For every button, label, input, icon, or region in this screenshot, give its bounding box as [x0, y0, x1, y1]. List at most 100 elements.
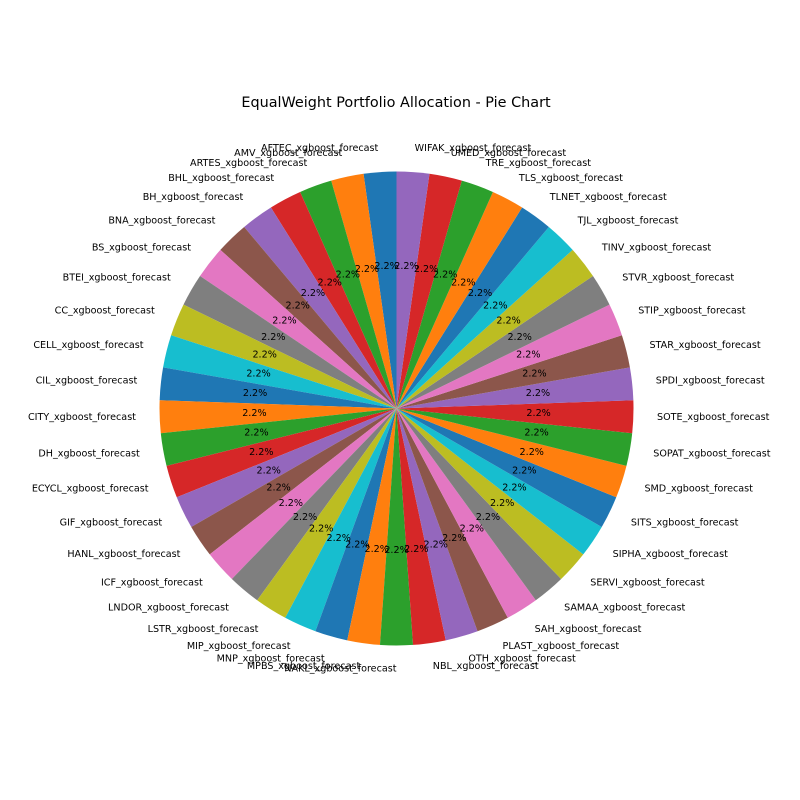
pie-slice-spdi: [396, 367, 634, 409]
pie-slice-star: [396, 335, 630, 409]
pct-label: 2.2%: [384, 545, 408, 556]
pct-label: 2.2%: [318, 277, 342, 288]
pie-slice-artes: [300, 180, 397, 409]
slice-label: LNDOR_xgboost_forecast: [108, 603, 229, 614]
slice-labels: AFTEC_xgboost_forecastAMV_xgboost_foreca…: [28, 143, 771, 675]
pct-label: 2.2%: [483, 301, 507, 312]
slice-label: SMD_xgboost_forecast: [644, 484, 753, 495]
pct-label: 2.2%: [460, 524, 484, 535]
pct-label: 2.2%: [244, 428, 268, 439]
pct-label: 2.2%: [257, 465, 281, 476]
slice-label: SERVI_xgboost_forecast: [590, 577, 705, 588]
pct-label: 2.2%: [507, 332, 531, 343]
pie-slice-cc: [171, 304, 397, 409]
pie-slice-cell: [163, 335, 397, 409]
slice-label: ARTES_xgboost_forecast: [190, 158, 308, 169]
pie-slice-btei: [183, 275, 397, 409]
slice-label: TLNET_xgboost_forecast: [549, 192, 667, 203]
slice-label: BS_xgboost_forecast: [92, 242, 191, 253]
pct-label: 2.2%: [242, 408, 266, 419]
pct-label: 2.2%: [326, 533, 350, 544]
pct-label: 2.2%: [468, 288, 492, 299]
pct-label: 2.2%: [286, 301, 310, 312]
pie-slice-servi: [396, 408, 584, 579]
pct-label: 2.2%: [424, 540, 448, 551]
pct-label: 2.2%: [252, 350, 276, 361]
slice-label: ICF_xgboost_forecast: [101, 577, 203, 588]
slice-label: AFTEC_xgboost_forecast: [261, 143, 379, 154]
slice-label: LSTR_xgboost_forecast: [148, 624, 259, 635]
pie-slice-nbl: [396, 408, 446, 645]
pie-slice-gif: [176, 408, 397, 527]
pie-slice-stip: [396, 304, 622, 409]
slice-label: TLS_xgboost_forecast: [518, 173, 623, 184]
pie-slice-sipha: [396, 408, 602, 555]
slice-label: SITS_xgboost_forecast: [631, 517, 739, 528]
pct-label: 2.2%: [442, 533, 466, 544]
pct-label: 2.2%: [266, 483, 290, 494]
slice-label: SPDI_xgboost_forecast: [656, 376, 765, 387]
pie-slice-stvr: [396, 275, 610, 409]
pct-label: 2.2%: [490, 498, 514, 509]
pie-slice-mpbs: [347, 408, 397, 645]
pie-slice-lstr: [257, 408, 397, 618]
pct-label: 2.2%: [249, 447, 273, 458]
slice-label: GIF_xgboost_forecast: [60, 517, 163, 528]
pct-label: 2.2%: [496, 315, 520, 326]
slice-label: BNA_xgboost_forecast: [108, 215, 215, 226]
slice-label: WIFAK_xgboost_forecast: [415, 143, 532, 154]
pct-label: 2.2%: [345, 540, 369, 551]
pct-label: 2.2%: [502, 483, 526, 494]
slice-label: SAMAA_xgboost_forecast: [564, 603, 685, 614]
slice-label: ECYCL_xgboost_forecast: [32, 484, 149, 495]
pie-slice-sits: [396, 408, 617, 527]
pie-slice-city: [159, 400, 397, 434]
pie-slice-bh: [244, 207, 397, 409]
slice-label: AMV_xgboost_forecast: [234, 148, 342, 159]
pie-slice-tlnet: [396, 207, 549, 409]
pct-label: 2.2%: [243, 388, 267, 399]
pie-slice-dh: [160, 408, 397, 466]
pct-label: 2.2%: [512, 465, 536, 476]
slice-label: MIP_xgboost_forecast: [187, 641, 291, 652]
slice-label: STVR_xgboost_forecast: [622, 273, 734, 284]
slice-label: NAKL_xgboost_forecast: [284, 664, 396, 675]
slice-label: HANL_xgboost_forecast: [67, 549, 180, 560]
slice-label: BH_xgboost_forecast: [143, 192, 244, 203]
pct-label: 2.2%: [526, 388, 550, 399]
slice-label: TRE_xgboost_forecast: [485, 158, 592, 169]
pct-label: 2.2%: [301, 288, 325, 299]
pie-slice-smd: [396, 408, 627, 498]
slice-label: SOPAT_xgboost_forecast: [653, 448, 770, 459]
slice-label: CITY_xgboost_forecast: [28, 412, 136, 423]
pie-slice-tre: [396, 180, 493, 409]
slice-label: CC_xgboost_forecast: [55, 305, 155, 316]
slice-label: SIPHA_xgboost_forecast: [613, 549, 728, 560]
pie-slice-samaa: [396, 408, 562, 601]
pie-slice-tjl: [396, 226, 573, 409]
pie-slice-mnp: [315, 408, 397, 641]
pie-slice-sote: [396, 400, 634, 434]
slice-label: TINV_xgboost_forecast: [601, 242, 711, 253]
pct-label: 2.2%: [520, 447, 544, 458]
pct-label: 2.2%: [279, 498, 303, 509]
pct-label: 2.2%: [293, 512, 317, 523]
pct-label: 2.2%: [522, 369, 546, 380]
pct-label: 2.2%: [414, 264, 438, 275]
pie-slice-aftec: [363, 171, 397, 409]
pct-label: 2.2%: [524, 428, 548, 439]
slice-label: BHL_xgboost_forecast: [168, 173, 274, 184]
pie-slice-mip: [285, 408, 397, 632]
pie-slice-sah: [396, 408, 536, 618]
pie-slice-bna: [220, 226, 397, 409]
slice-label: TJL_xgboost_forecast: [577, 215, 679, 226]
slice-label: MPBS_xgboost_forecast: [247, 661, 361, 672]
slice-label: PLAST_xgboost_forecast: [503, 641, 620, 652]
pie-slice-wifak: [396, 171, 430, 409]
pie-slice-oth: [396, 408, 478, 641]
pie-slices: [159, 171, 634, 646]
pct-label: 2.2%: [261, 332, 285, 343]
pie-slice-plast: [396, 408, 508, 632]
pct-label: 2.2%: [365, 544, 389, 555]
pct-label: 2.2%: [526, 408, 550, 419]
